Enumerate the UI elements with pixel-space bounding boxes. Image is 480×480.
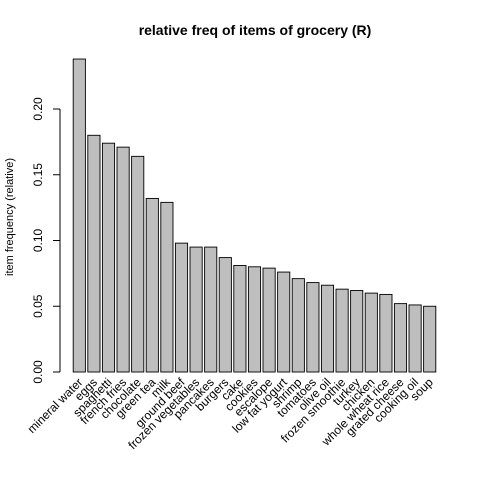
bar (379, 293, 393, 373)
y-axis-label: item frequency (relative) (4, 158, 16, 276)
bar (174, 242, 189, 373)
chart-title: relative freq of items of grocery (R) (139, 22, 372, 38)
bar (116, 146, 130, 373)
bar (262, 267, 276, 373)
bar (218, 257, 232, 373)
bar (306, 282, 320, 373)
bar (350, 290, 364, 373)
y-tick-label: 0.20 (31, 97, 45, 121)
bar (291, 278, 305, 373)
bar (364, 292, 378, 373)
bar (87, 134, 101, 373)
bar (247, 266, 262, 373)
bar (131, 155, 145, 373)
bar (233, 265, 247, 373)
y-axis: 0.00 0.05 0.10 0.15 0.20 (31, 97, 61, 384)
bar (189, 246, 203, 373)
bar (408, 304, 422, 373)
bar (320, 284, 335, 373)
bar (160, 201, 174, 373)
bar (145, 197, 159, 373)
y-tick-label: 0.10 (31, 228, 45, 252)
bar (101, 142, 116, 373)
y-tick-label: 0.15 (31, 163, 45, 187)
bar (72, 58, 86, 373)
y-tick-label: 0.05 (31, 294, 45, 318)
bar (335, 288, 349, 373)
bars-group (72, 58, 437, 373)
bar (423, 305, 437, 373)
y-tick-label: 0.00 (31, 360, 45, 384)
bar (204, 246, 218, 373)
bar (277, 271, 291, 373)
bar (393, 303, 408, 373)
